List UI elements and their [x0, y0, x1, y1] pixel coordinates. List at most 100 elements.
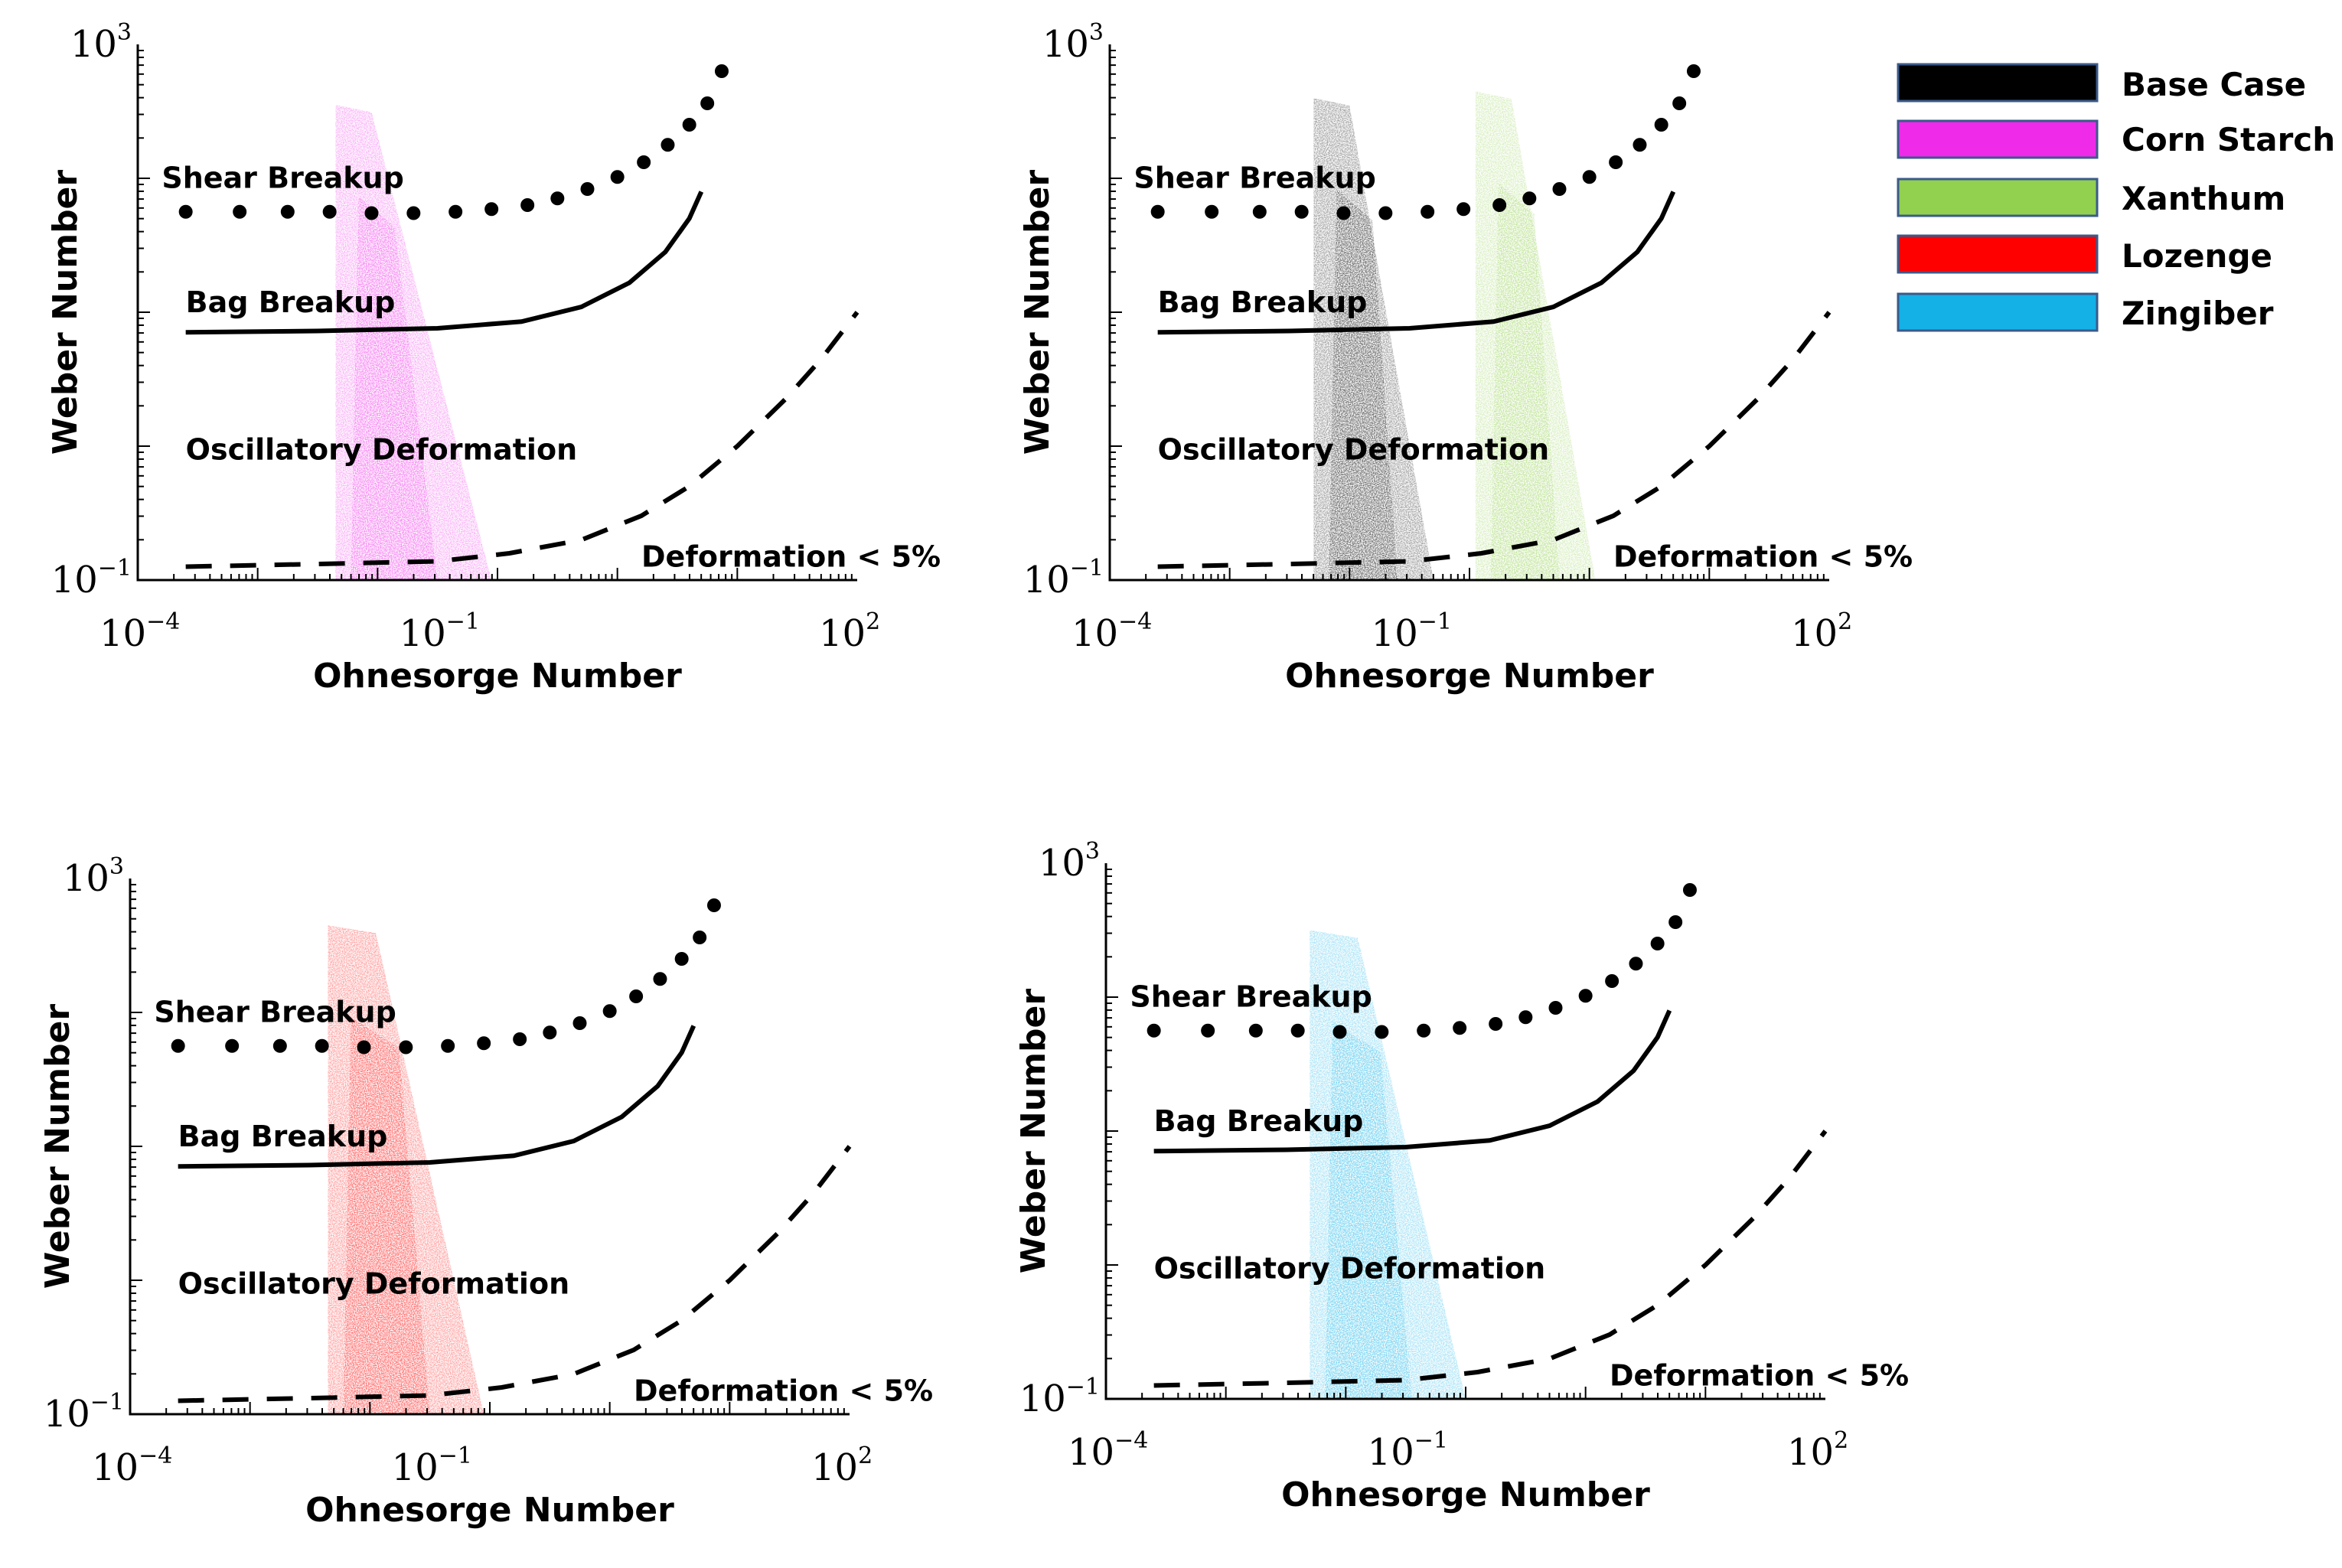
region-label-deformation: Deformation < 5% — [641, 540, 941, 574]
region-label-oscillatory: Oscillatory Deformation — [1154, 1252, 1545, 1286]
shear-breakup-point — [520, 198, 535, 212]
shear-breakup-point — [225, 1038, 240, 1053]
shear-breakup-point — [399, 1040, 413, 1055]
shear-breakup-point — [637, 155, 651, 169]
shear-breakup-point — [1378, 206, 1393, 220]
y-tick-label: 103 — [1039, 838, 1100, 885]
y-tick-label: 103 — [70, 19, 132, 66]
x-axis-title: Ohnesorge Number — [1285, 657, 1654, 696]
shear-breakup-point — [1336, 206, 1351, 220]
shear-breakup-point — [171, 1038, 185, 1053]
shear-breakup-point — [682, 118, 696, 132]
shear-breakup-point — [1290, 1023, 1305, 1038]
x-axis-title: Ohnesorge Number — [305, 1491, 674, 1530]
shear-breakup-point — [364, 206, 379, 220]
shear-breakup-point — [1654, 118, 1668, 132]
shear-breakup-point — [572, 1016, 587, 1030]
y-axis-title: Weber Number — [46, 170, 85, 455]
legend-swatch-corn-starch — [1897, 119, 2099, 159]
shear-breakup-point — [1582, 170, 1597, 184]
shear-breakup-point — [1552, 182, 1567, 196]
legend-label-lozenge: Lozenge — [2122, 237, 2272, 275]
shear-breakup-point — [629, 989, 644, 1003]
region-label-deformation: Deformation < 5% — [1613, 540, 1913, 574]
shear-breakup-point — [602, 1004, 617, 1019]
shear-breakup-point — [406, 206, 421, 220]
legend-swatch-base-case — [1897, 63, 2099, 103]
shear-breakup-point — [1456, 202, 1471, 217]
shear-breakup-point — [1629, 957, 1643, 971]
data-cloud-core-xanthum — [1490, 183, 1560, 580]
shear-breakup-point — [653, 972, 667, 986]
shear-breakup-point — [1294, 204, 1309, 219]
shear-breakup-point — [1150, 204, 1165, 219]
shear-breakup-point — [1205, 204, 1219, 219]
shear-breakup-point — [477, 1036, 491, 1051]
x-tick-label: 10−1 — [392, 1442, 472, 1489]
data-cloud-core-corn-starch — [351, 196, 438, 580]
region-label-shear: Shear Breakup — [1133, 161, 1375, 194]
x-tick-label: 10−1 — [400, 608, 480, 655]
shear-breakup-point — [1201, 1023, 1215, 1038]
y-tick-label: 103 — [1042, 19, 1104, 66]
shear-breakup-point — [1518, 1010, 1533, 1025]
x-tick-label: 10−4 — [92, 1442, 172, 1489]
shear-breakup-point — [1668, 915, 1683, 929]
region-label-oscillatory: Oscillatory Deformation — [178, 1267, 569, 1301]
region-label-bag: Bag Breakup — [1154, 1104, 1364, 1138]
x-tick-label: 10−1 — [1372, 608, 1452, 655]
shear-breakup-point — [543, 1025, 557, 1040]
x-tick-label: 10−1 — [1368, 1427, 1448, 1474]
shear-breakup-point — [1672, 96, 1687, 110]
region-label-bag: Bag Breakup — [178, 1120, 388, 1153]
region-label-bag: Bag Breakup — [1158, 285, 1368, 319]
deformation-5pct-curve — [1153, 1130, 1828, 1388]
shear-breakup-point — [1633, 138, 1647, 152]
region-label-deformation: Deformation < 5% — [1610, 1359, 1909, 1393]
region-label-oscillatory: Oscillatory Deformation — [1158, 433, 1549, 467]
x-axis-title: Ohnesorge Number — [1281, 1475, 1650, 1514]
bag-breakup-curve — [1153, 1009, 1672, 1154]
legend: Base Case Corn Starch Xanthum Lozenge Zi… — [1897, 63, 2335, 332]
region-label-oscillatory: Oscillatory Deformation — [186, 433, 577, 467]
shear-breakup-point — [693, 931, 707, 944]
shear-breakup-point — [1578, 989, 1593, 1003]
y-axis-title: Weber Number — [1018, 170, 1057, 455]
legend-label-xanthum: Xanthum — [2122, 180, 2285, 217]
shear-breakup-point — [513, 1032, 527, 1046]
region-label-shear: Shear Breakup — [1130, 980, 1372, 1013]
shear-breakup-point — [1686, 64, 1701, 78]
bag-breakup-curve — [1157, 191, 1676, 335]
shear-breakup-point — [1548, 1001, 1563, 1015]
x-tick-label: 102 — [811, 1442, 873, 1489]
shear-breakup-point — [1492, 198, 1507, 212]
x-tick-label: 10−4 — [1068, 1427, 1148, 1474]
shear-breakup-point — [1489, 1017, 1503, 1031]
shear-breakup-point — [706, 898, 721, 912]
region-label-shear: Shear Breakup — [161, 161, 403, 194]
y-tick-label: 10−1 — [44, 1389, 124, 1436]
shear-breakup-point — [1332, 1025, 1347, 1039]
shear-breakup-point — [1147, 1023, 1161, 1038]
shear-breakup-point — [1650, 937, 1665, 950]
deformation-5pct-curve — [185, 311, 859, 569]
x-tick-label: 102 — [1787, 1427, 1848, 1474]
shear-breakup-point — [661, 138, 675, 152]
data-cloud-core-lozenge — [343, 1017, 430, 1414]
shear-breakup-point — [700, 96, 715, 110]
deformation-5pct-curve — [1157, 311, 1832, 569]
shear-breakup-point — [357, 1040, 371, 1055]
data-cloud-core-zingiber — [1325, 1022, 1412, 1399]
shear-breakup-point — [1375, 1025, 1389, 1039]
shear-breakup-point — [1522, 191, 1537, 206]
legend-swatch-zingiber — [1897, 292, 2099, 332]
shear-breakup-point — [674, 952, 689, 966]
legend-label-corn-starch: Corn Starch — [2122, 121, 2335, 158]
shear-breakup-point — [550, 191, 565, 206]
shear-breakup-point — [610, 170, 625, 184]
shear-breakup-point — [1417, 1023, 1431, 1038]
x-tick-label: 10−4 — [99, 608, 180, 655]
shear-breakup-point — [1248, 1023, 1263, 1038]
shear-breakup-point — [484, 202, 499, 217]
